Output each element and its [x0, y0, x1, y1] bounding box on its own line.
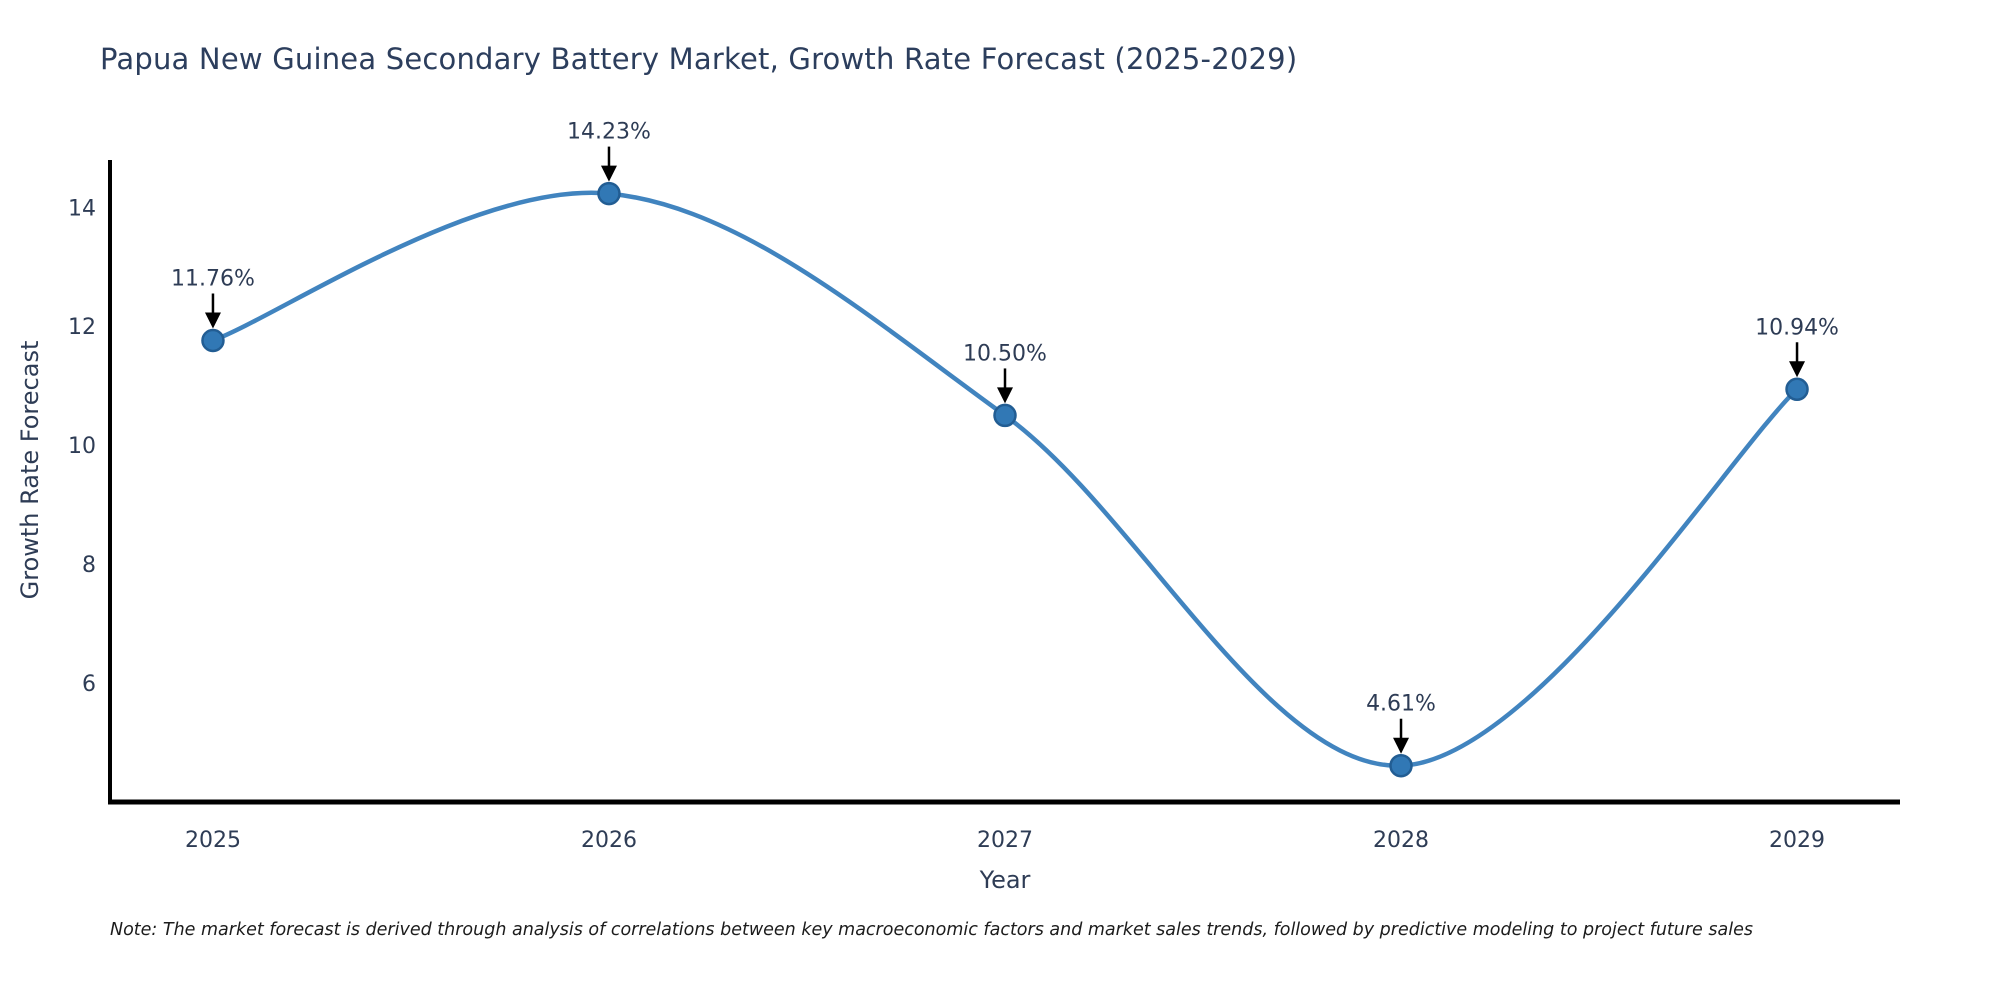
y-tick-label: 8 — [82, 553, 96, 578]
y-tick-label: 12 — [68, 315, 96, 340]
y-tick-label: 10 — [68, 434, 96, 459]
annotation-arrowhead — [1789, 361, 1806, 378]
data-point-label: 10.50% — [963, 341, 1047, 366]
chart-footnote: Note: The market forecast is derived thr… — [110, 920, 1753, 940]
chart-title: Papua New Guinea Secondary Battery Marke… — [100, 42, 1298, 76]
x-tick-label: 2027 — [977, 828, 1033, 853]
x-tick-label: 2026 — [581, 828, 637, 853]
forecast-line — [210, 190, 1800, 768]
x-axis-label: Year — [979, 866, 1031, 894]
y-tick-label: 6 — [82, 672, 96, 697]
x-tick-label: 2029 — [1769, 828, 1825, 853]
x-tick-label: 2028 — [1373, 828, 1429, 853]
annotation-arrowhead — [204, 312, 221, 329]
data-point-label: 10.94% — [1755, 315, 1839, 340]
annotation-arrowhead — [997, 387, 1013, 404]
data-point — [201, 328, 225, 353]
data-point — [1389, 753, 1413, 778]
data-point — [1785, 377, 1809, 402]
x-tick-label: 2025 — [185, 828, 241, 853]
data-point-label: 4.61% — [1366, 692, 1436, 717]
data-point-label: 11.76% — [171, 266, 255, 291]
data-point — [993, 403, 1017, 428]
data-point — [597, 181, 621, 206]
y-axis-label: Growth Rate Forecast — [16, 340, 44, 600]
data-point-label: 14.23% — [567, 120, 651, 145]
annotation-arrowhead — [600, 165, 617, 182]
annotation-arrowhead — [1393, 737, 1410, 754]
y-tick-label: 14 — [68, 196, 96, 221]
